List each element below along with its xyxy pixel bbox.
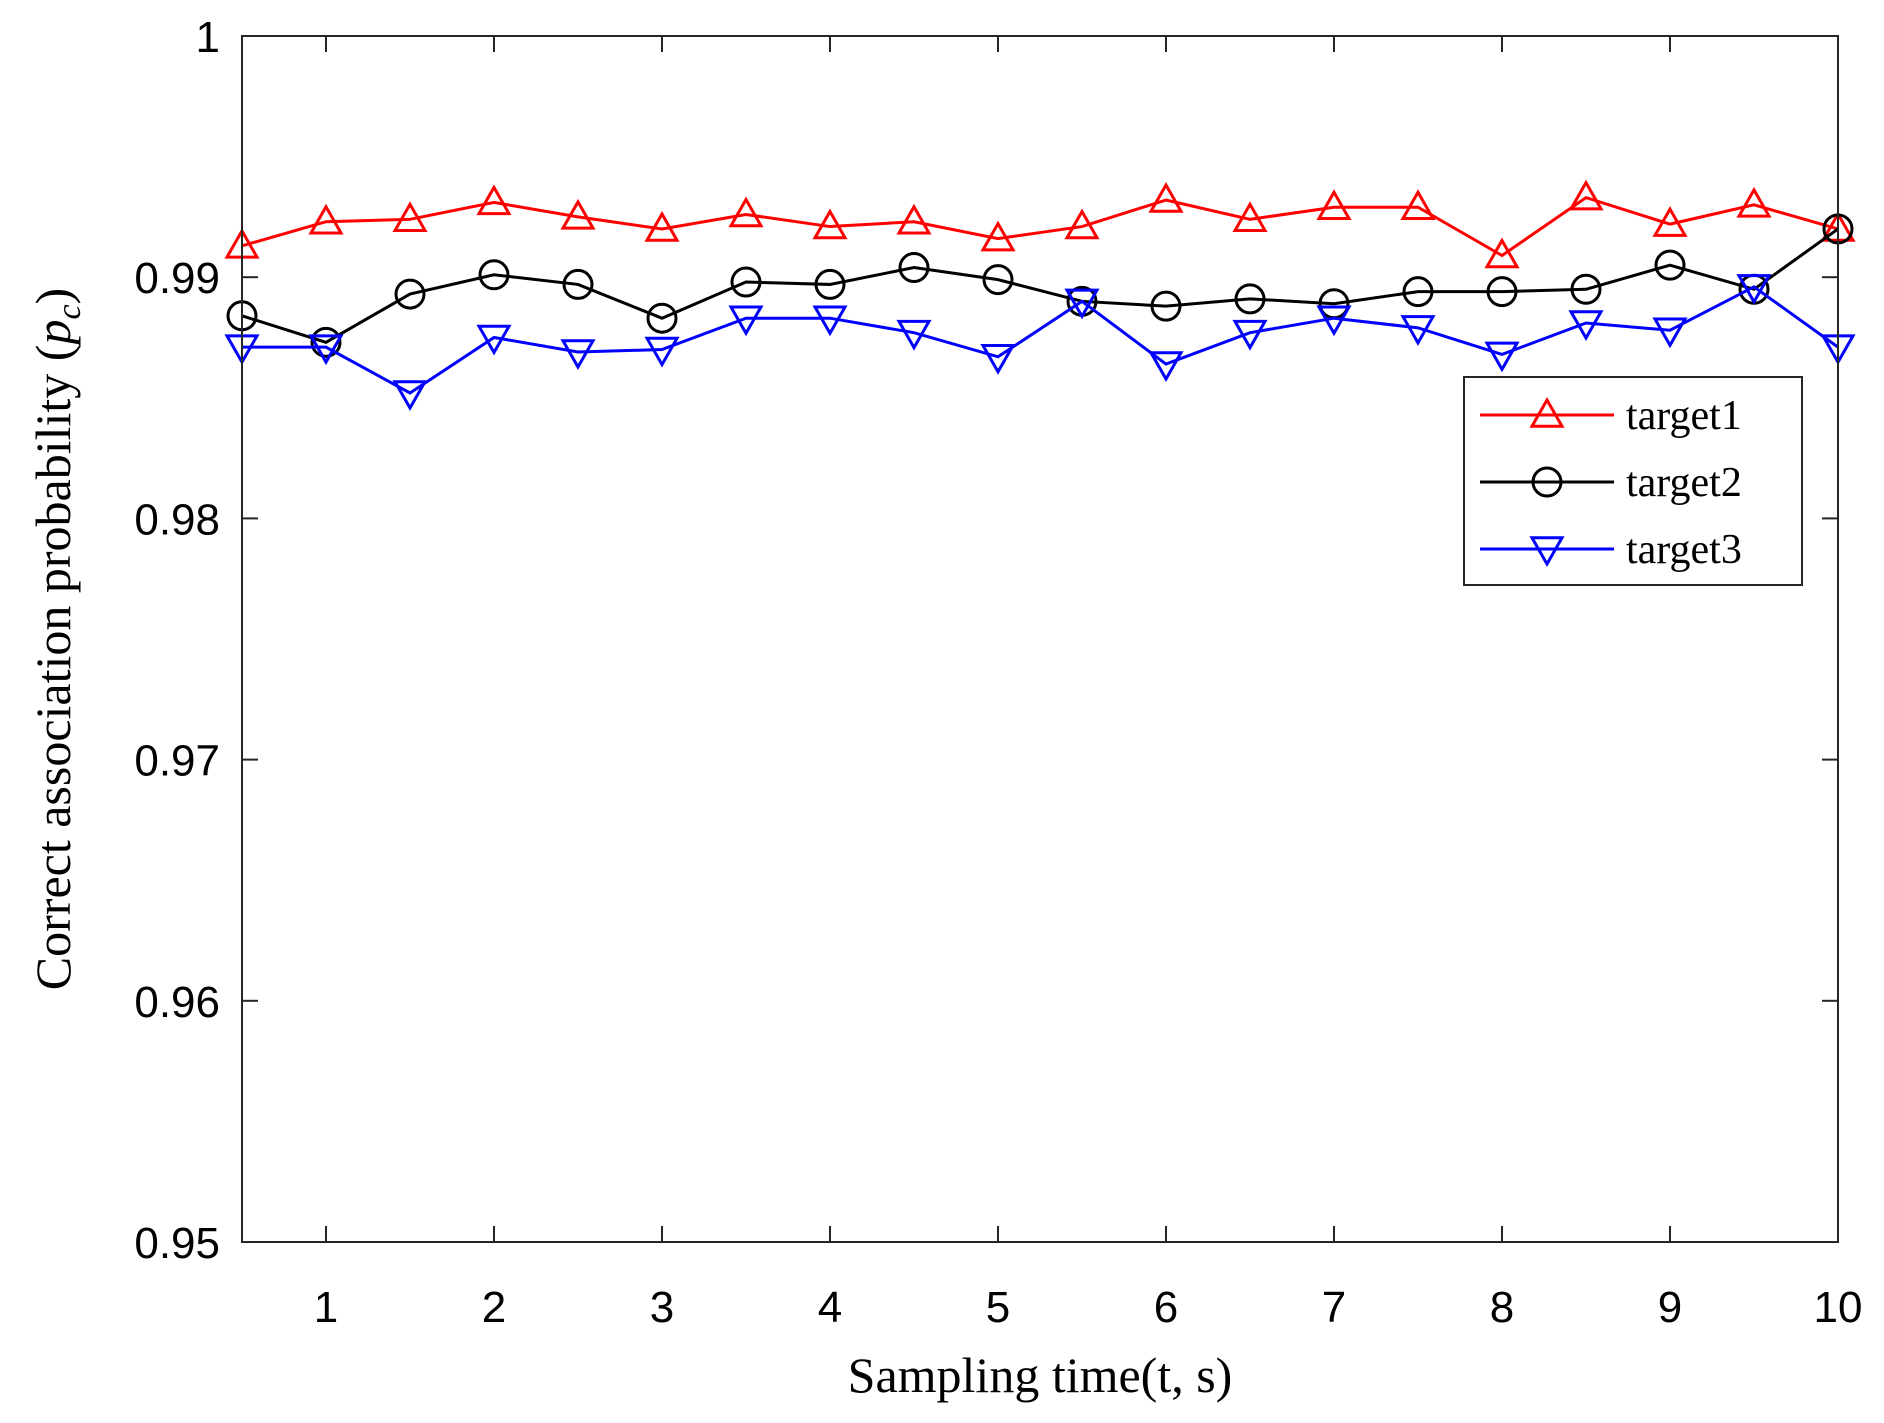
y-tick-label: 0.97 — [134, 737, 220, 786]
x-tick-label: 6 — [1154, 1283, 1178, 1332]
legend-entry-target2: target2 — [1480, 460, 1742, 506]
x-tick-label: 2 — [482, 1283, 506, 1332]
x-tick-label: 5 — [986, 1283, 1010, 1332]
target1-point — [728, 196, 764, 228]
target1-point — [1316, 189, 1352, 221]
target1-point — [812, 208, 848, 240]
target3-point — [1484, 341, 1520, 373]
target3-point — [1232, 319, 1268, 351]
x-tick-label: 7 — [1322, 1283, 1346, 1332]
target3-point — [1568, 310, 1604, 342]
target3-point — [476, 324, 512, 356]
target1-point — [896, 203, 932, 235]
target1-point — [1232, 201, 1268, 233]
target1-point — [560, 198, 596, 230]
x-tick-label: 3 — [650, 1283, 674, 1332]
y-tick-label: 0.99 — [134, 254, 220, 303]
legend-label: target3 — [1626, 527, 1742, 573]
target2-point — [1654, 249, 1686, 281]
y-tick-label: 0.95 — [134, 1219, 220, 1268]
legend-entry-target3: target3 — [1480, 527, 1742, 573]
target2-point — [478, 259, 510, 291]
target2-point — [394, 278, 426, 310]
target3-point — [980, 344, 1016, 375]
y-axis-label-text: Correct association probability ( — [25, 345, 81, 991]
target2-point — [1570, 273, 1602, 305]
target1-point — [1568, 179, 1604, 211]
target3-point — [1148, 351, 1184, 383]
target1-point — [1064, 208, 1100, 240]
target2-point — [898, 252, 930, 284]
target3-point — [812, 305, 848, 337]
y-axis-label-symbol: p — [25, 320, 81, 348]
target1-point — [1400, 189, 1436, 221]
tick-labels-group: 1 2 3 4 5 6 7 8 9 10 0.95 0.96 0.97 0.98 0.99 1 — [134, 13, 1862, 1332]
target2-point — [562, 268, 594, 300]
y-axis-label: Correct association probability (pc) — [25, 288, 88, 990]
legend-label: target2 — [1626, 460, 1742, 506]
target2-point — [1402, 276, 1434, 308]
target2-point — [1234, 283, 1266, 315]
target3-point — [1736, 274, 1772, 305]
target2-point — [1150, 290, 1182, 322]
y-tick-label: 0.96 — [134, 978, 220, 1027]
legend-entry-target1: target1 — [1480, 393, 1742, 439]
target3-point — [1316, 305, 1352, 337]
target3-point — [1064, 288, 1100, 320]
y-tick-label: 0.98 — [134, 495, 220, 544]
target1-point — [1736, 186, 1772, 218]
legend-swatch-marker — [1529, 396, 1565, 428]
target3-point — [1652, 317, 1688, 349]
axis-ticks-group — [242, 35, 1839, 1243]
target2-point — [982, 264, 1014, 296]
x-tick-label: 4 — [818, 1283, 842, 1332]
target3-point — [392, 380, 428, 411]
target2-point — [1486, 276, 1518, 308]
series-target1 — [224, 179, 1856, 269]
target1-point — [1652, 206, 1688, 237]
y-axis-label-close: ) — [25, 288, 81, 305]
y-axis-label-subscript: c — [51, 304, 88, 319]
target2-point — [730, 266, 762, 298]
target3-point — [728, 305, 764, 337]
target2-point — [310, 326, 342, 358]
target1-point — [308, 203, 344, 235]
target1-point — [476, 184, 512, 216]
x-tick-label: 8 — [1490, 1283, 1514, 1332]
target1-point — [1484, 237, 1520, 269]
target1-point — [1148, 181, 1184, 213]
target3-point — [560, 339, 596, 370]
target1-point — [644, 210, 680, 242]
axes-box — [241, 35, 1839, 1243]
series-target3 — [224, 274, 1856, 411]
target2-point — [646, 302, 678, 334]
legend-swatch-marker — [1531, 466, 1563, 498]
legend-entries: target1 target2 target3 — [1480, 393, 1742, 573]
x-tick-label: 1 — [314, 1283, 338, 1332]
y-tick-label: 1 — [196, 13, 220, 62]
target2-point — [814, 268, 846, 300]
legend: target1 target2 target3 — [1463, 376, 1803, 586]
target3-point — [896, 319, 932, 351]
target3-point — [1400, 315, 1436, 346]
target3-line — [242, 285, 1839, 395]
legend-swatch-marker — [1529, 536, 1565, 568]
x-tick-label: 9 — [1658, 1283, 1682, 1332]
x-tick-label: 10 — [1814, 1283, 1863, 1332]
target1-point — [392, 201, 428, 233]
legend-label: target1 — [1626, 393, 1742, 439]
target3-point — [644, 336, 680, 368]
target3-point — [308, 334, 344, 366]
x-axis-label: Sampling time(t, s) — [848, 1347, 1233, 1403]
target1-point — [980, 220, 1016, 252]
